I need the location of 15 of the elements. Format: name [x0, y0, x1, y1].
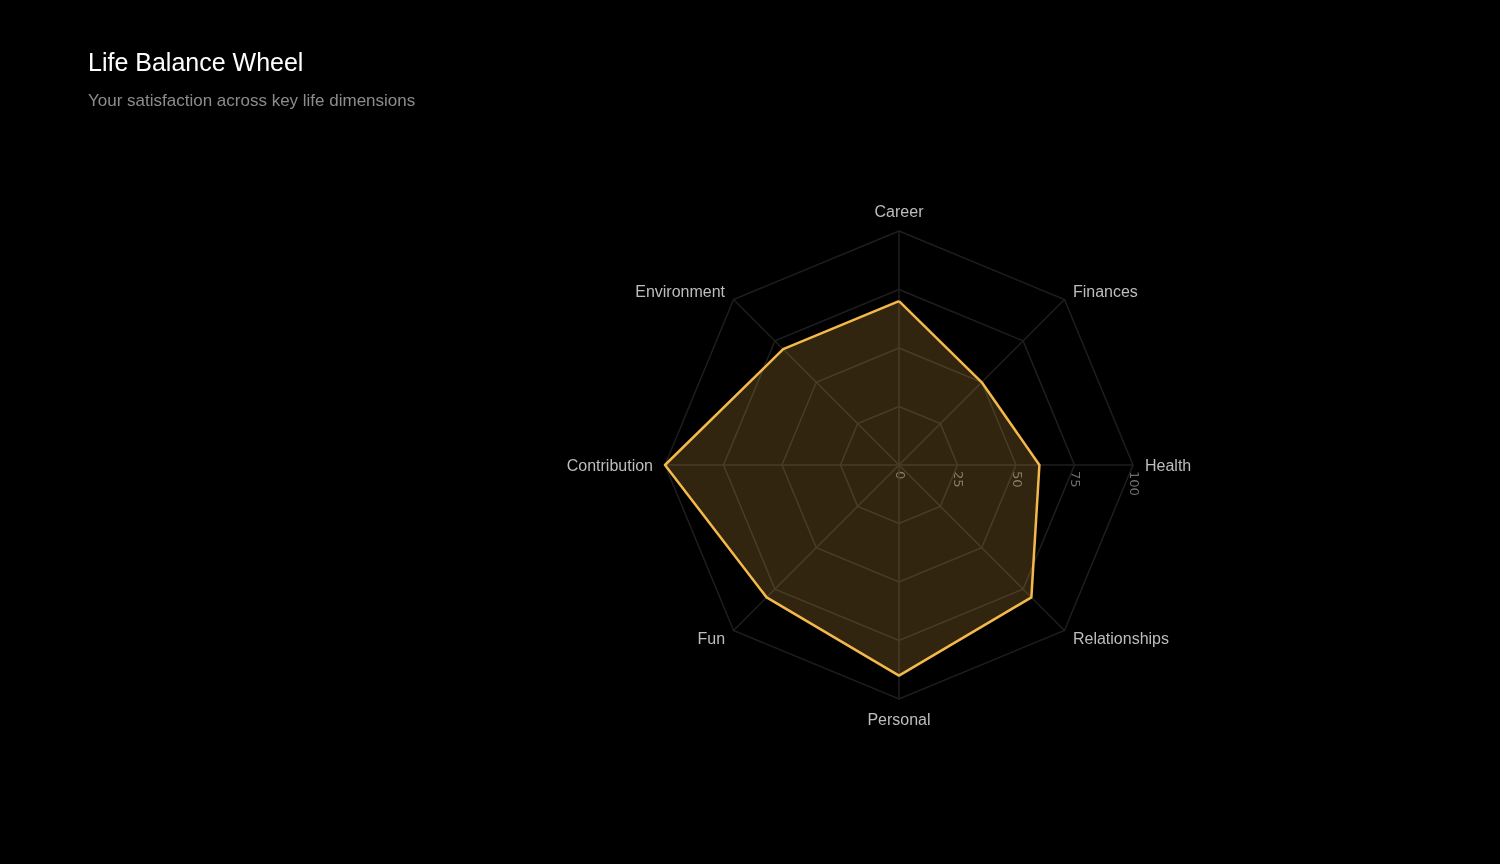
y-tick-label: 25: [951, 471, 966, 488]
text: Life Balance Wheel: [88, 47, 304, 76]
y-tick-label: 100: [1126, 471, 1142, 496]
spoke-label: Personal: [867, 710, 931, 728]
y-tick-label: 0: [892, 471, 908, 480]
spoke-label: Fun: [697, 630, 726, 648]
y-tick-label: 50: [1009, 471, 1025, 488]
spoke-label: Health: [1145, 456, 1192, 474]
text: Your satisfaction across key life dimensions: [88, 91, 416, 110]
spoke-label: Contribution: [566, 456, 653, 474]
spoke-label: Relationships: [1072, 630, 1170, 648]
spoke-label: Career: [874, 202, 925, 220]
spoke-label: Finances: [1072, 282, 1138, 300]
y-tick-label: 75: [1068, 471, 1083, 488]
spoke-label: Environment: [635, 282, 726, 300]
